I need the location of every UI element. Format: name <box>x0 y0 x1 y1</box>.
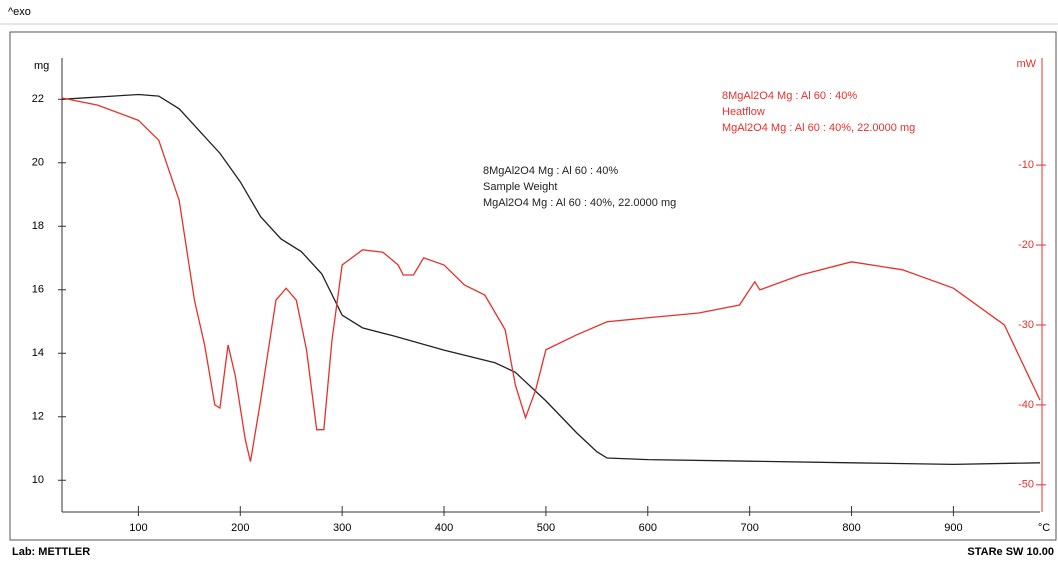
x-tick-label: 400 <box>435 522 453 534</box>
y-tick-label: 20 <box>32 157 44 169</box>
y2-tick-label: -50 <box>1018 479 1034 491</box>
series-line <box>61 97 1041 462</box>
x-tick-label: 100 <box>129 522 147 534</box>
annotation: MgAl2O4 Mg : Al 60 : 40%, 22.0000 mg <box>722 122 915 134</box>
x-axis-label: °C <box>1038 522 1050 534</box>
annotation: MgAl2O4 Mg : Al 60 : 40%, 22.0000 mg <box>483 197 676 209</box>
x-tick-label: 800 <box>842 522 860 534</box>
x-tick-label: 200 <box>231 522 249 534</box>
y2-tick-label: -20 <box>1018 239 1034 251</box>
exo-label: ^exo <box>8 6 31 18</box>
y2-tick-label: -40 <box>1018 399 1034 411</box>
x-tick-label: 900 <box>944 522 962 534</box>
y-tick-label: 14 <box>32 347 44 359</box>
y-tick-label: 18 <box>32 220 44 232</box>
software-label: STARe SW 10.00 <box>967 546 1054 558</box>
series-line <box>61 93 1041 466</box>
y2-tick-label: -10 <box>1018 159 1034 171</box>
y-tick-label: 10 <box>32 474 44 486</box>
y-tick-label: 16 <box>32 284 44 296</box>
y-tick-label: 12 <box>32 411 44 423</box>
y2-axis-label: mW <box>1016 58 1036 70</box>
y-tick-label: 22 <box>32 93 44 105</box>
x-tick-label: 500 <box>537 522 555 534</box>
frame <box>9 31 1057 541</box>
annotation: 8MgAl2O4 Mg : Al 60 : 40% <box>722 90 857 102</box>
y-axis-label: mg <box>34 60 49 72</box>
y2-tick-label: -30 <box>1018 319 1034 331</box>
x-tick-label: 700 <box>740 522 758 534</box>
annotation: 8MgAl2O4 Mg : Al 60 : 40% <box>483 165 618 177</box>
x-tick-label: 300 <box>333 522 351 534</box>
series-name: Heatflow <box>722 106 765 118</box>
x-tick-label: 600 <box>639 522 657 534</box>
series-name: Sample Weight <box>483 181 557 193</box>
lab-label: Lab: METTLER <box>12 546 90 558</box>
